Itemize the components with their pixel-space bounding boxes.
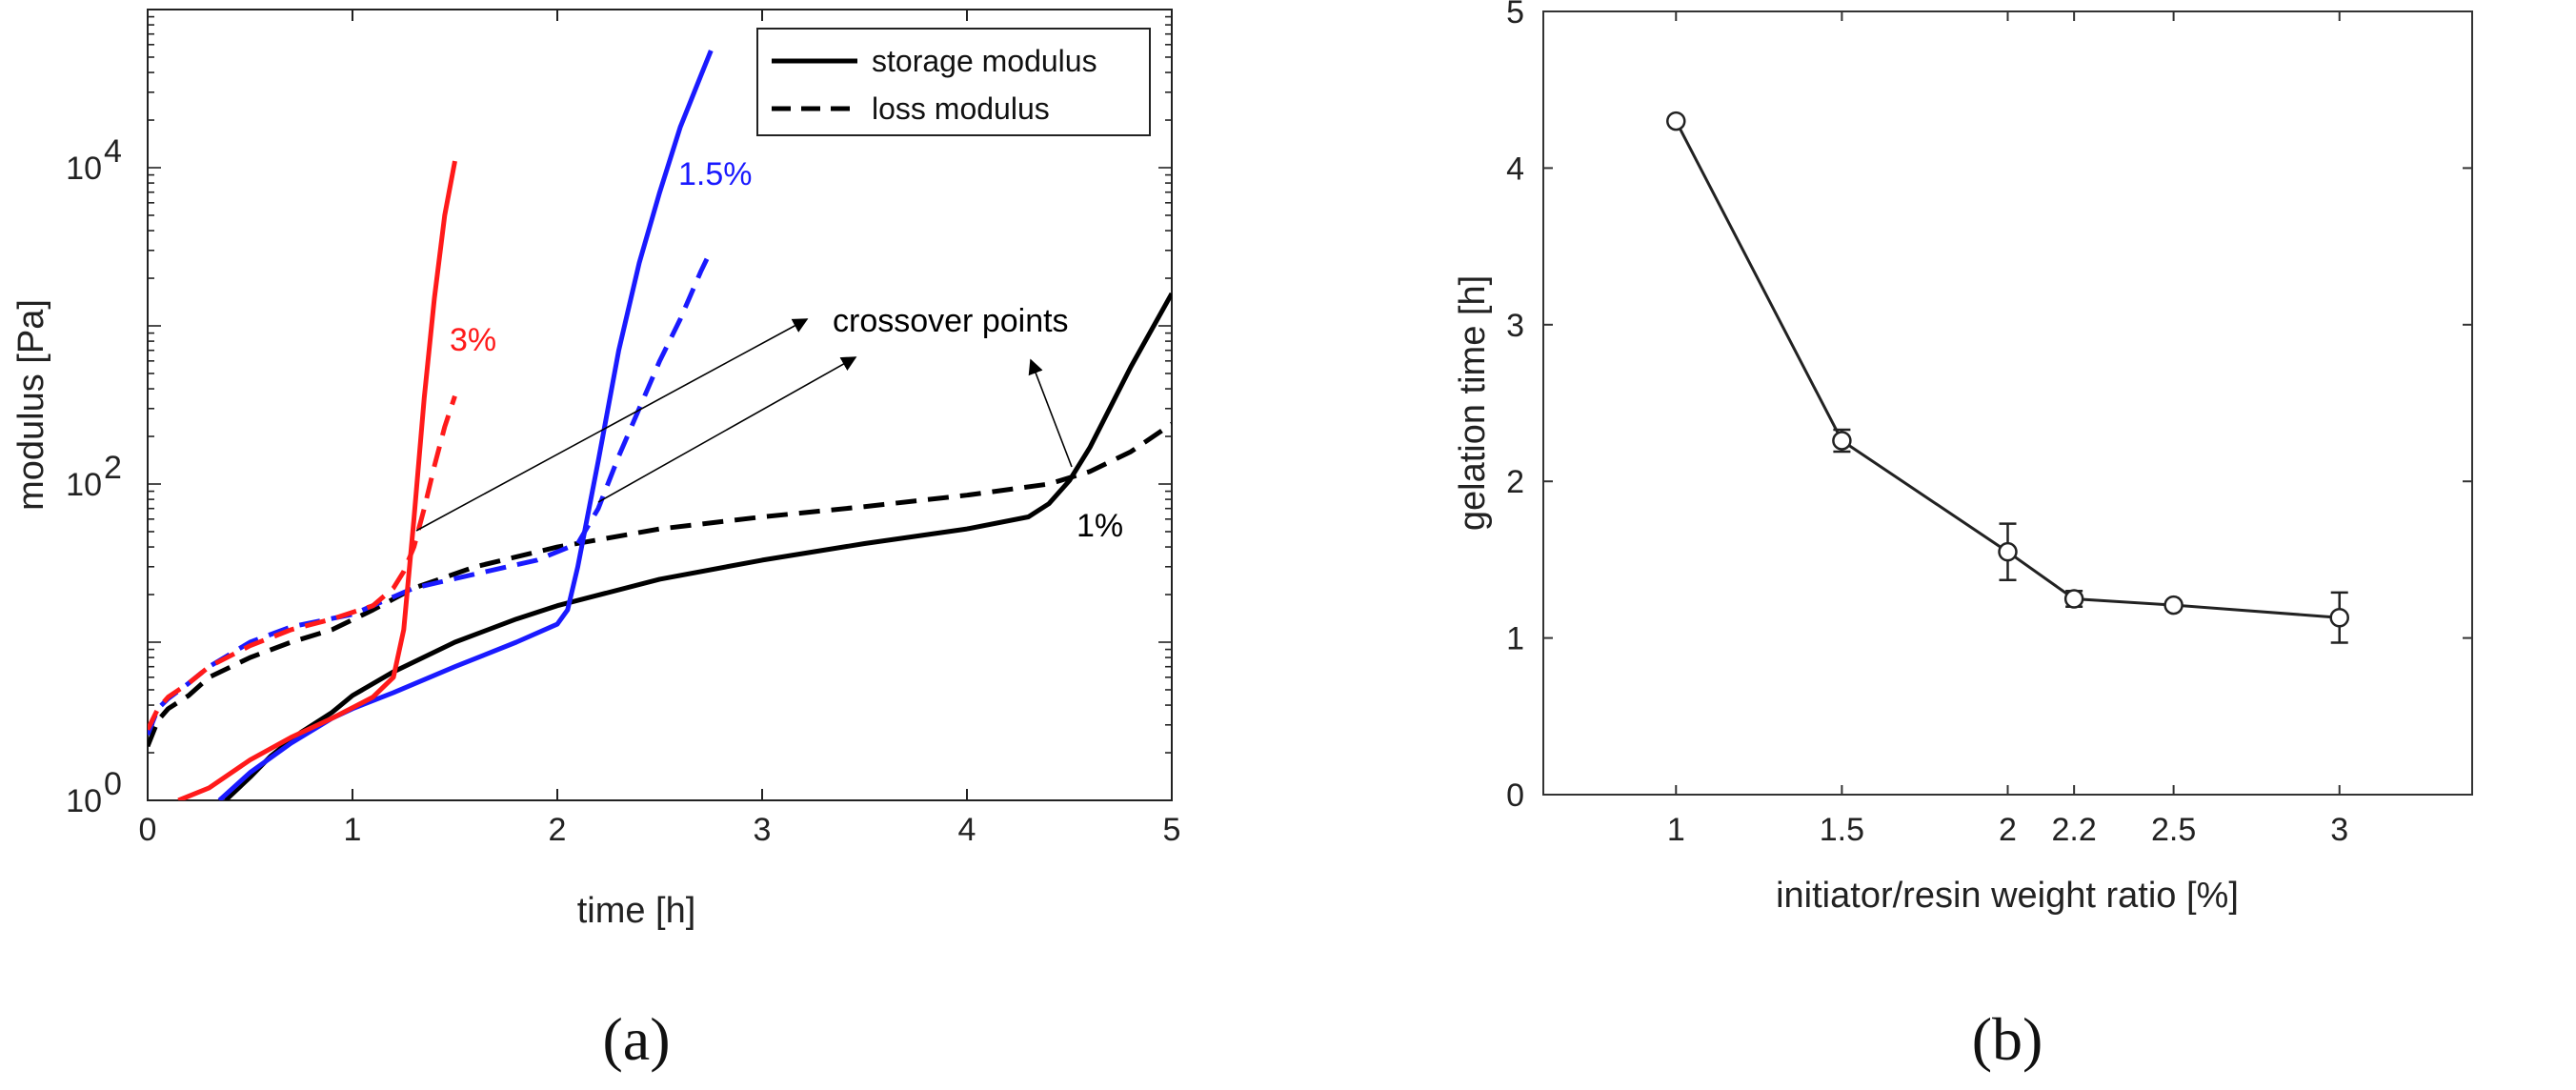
crossover-arrow-1-5-percent [597,356,857,503]
3-storage-modulus-line [177,160,457,800]
y-tick-exponent: 2 [104,450,122,486]
data-point-marker [1666,111,1686,131]
panel-b-label: (b) [1972,1005,2043,1073]
crossover-points-label: crossover points [833,303,1069,339]
panel-a-x-tick-labels: 0 1 2 3 4 5 [139,812,1181,848]
y-tick-label: 1 [1506,621,1524,657]
data-point-marker [2329,607,2349,628]
y-tick-label: 2 [1506,464,1524,500]
panel-a-x-axis-label: time [h] [577,891,696,931]
panel-a-axes-box [147,9,1173,801]
crossover-arrow-3-percent [415,318,809,532]
label-1-percent: 1% [1077,508,1123,544]
panel-b-ticks [1543,10,2472,796]
panel-a-series [148,50,1172,800]
panel-b-chart: 1 1.5 2 2.2 2.5 3 0 1 2 3 4 5 initiator/resin weig… [1453,0,2473,1073]
panel-a-ticks [147,10,1173,801]
y-tick-exponent: 4 [104,133,122,170]
y-tick-label: 10 [66,783,102,819]
data-point-marker [1832,431,1852,451]
legend-entry-loss-modulus: loss modulus [872,91,1050,126]
x-tick-label: 2.5 [2151,812,2196,848]
1-loss-modulus-line [148,421,1172,748]
crossover-arrow-1-percent [1028,358,1073,468]
data-point-marker [1998,541,2018,562]
x-tick-label: 1 [1667,812,1685,848]
panel-a-label: (a) [602,1005,670,1073]
y-tick-label: 10 [66,467,102,503]
legend-entry-storage-modulus: storage modulus [872,44,1097,78]
gelation-time-line [1674,120,2340,619]
x-tick-label: 3 [754,812,772,848]
label-1-5-percent: 1.5% [678,156,753,192]
panel-b-y-tick-labels: 0 1 2 3 4 5 [1506,0,1524,814]
panel-b-y-axis-label: gelation time [h] [1453,275,1493,531]
data-point-marker [2063,589,2084,609]
x-tick-label: 1.5 [1820,812,1864,848]
x-tick-label: 2.2 [2052,812,2097,848]
panel-b-series [1666,111,2349,644]
label-3-percent: 3% [450,322,496,358]
x-tick-label: 3 [2330,812,2348,848]
y-tick-label: 10 [66,151,102,187]
x-tick-label: 5 [1163,812,1181,848]
legend-box [756,28,1151,136]
panel-a-y-axis-label: modulus [Pa] [11,299,51,511]
y-tick-label: 4 [1506,151,1524,187]
x-tick-label: 1 [344,812,362,848]
data-point-marker [2163,595,2184,616]
x-tick-label: 2 [1999,812,2017,848]
y-tick-label: 0 [1506,777,1524,814]
y-tick-label: 5 [1506,0,1524,30]
panel-b-x-axis-label: initiator/resin weight ratio [%] [1776,876,2239,916]
3-loss-modulus-line [148,394,457,731]
panel-b-x-tick-labels: 1 1.5 2 2.2 2.5 3 [1667,812,2348,848]
panel-b-axes-box [1542,10,2473,796]
x-tick-label: 0 [139,812,157,848]
y-tick-exponent: 0 [104,766,122,802]
y-tick-label: 3 [1506,308,1524,344]
1-5-loss-modulus-line [148,249,714,737]
x-tick-label: 2 [549,812,567,848]
legend: storage modulus loss modulus [756,28,1151,136]
x-tick-label: 4 [958,812,976,848]
